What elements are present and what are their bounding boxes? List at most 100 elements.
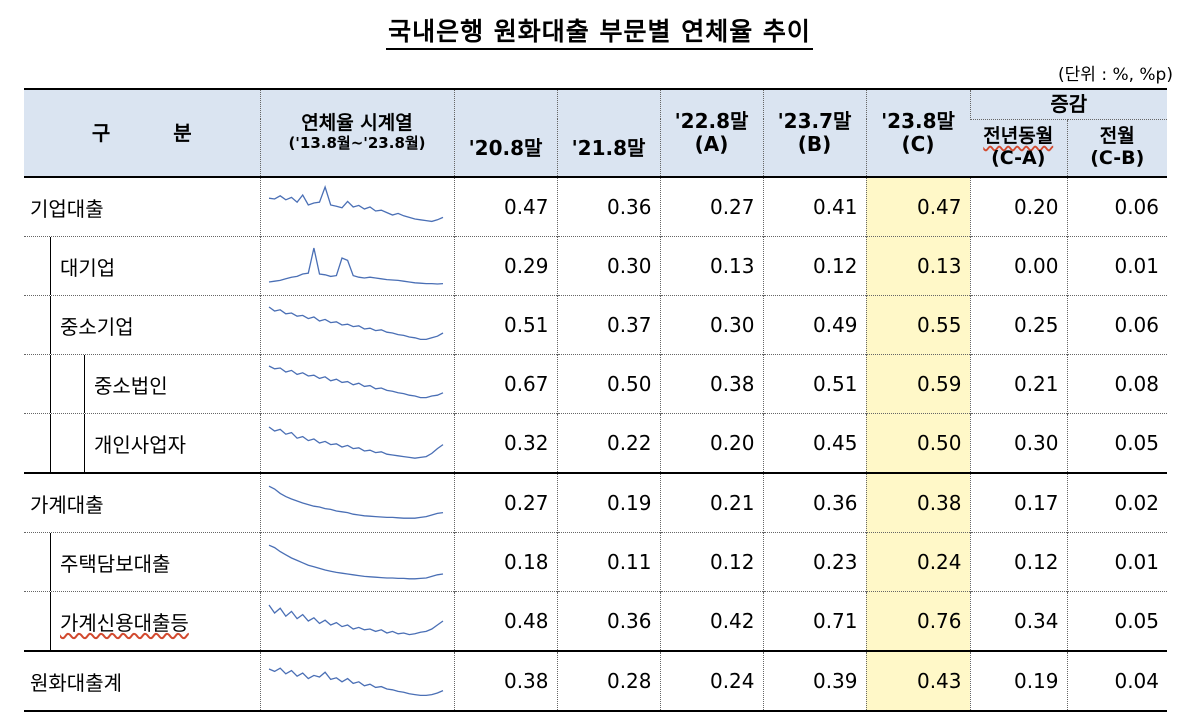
sparkline — [268, 184, 443, 223]
sparkline — [268, 426, 443, 459]
row-label: 개인사업자 — [24, 413, 260, 473]
sparkline-cell — [259, 236, 454, 296]
cell-value: 0.21 — [659, 472, 763, 533]
cell-value: 0.19 — [969, 650, 1067, 712]
cell-value: 0.47 — [865, 177, 970, 237]
cell-value: 0.24 — [865, 532, 970, 592]
sparkline-path — [268, 426, 443, 459]
cell-value: 0.36 — [762, 472, 866, 533]
header-change: 증감 — [969, 88, 1167, 119]
row-label: 가계대출 — [24, 472, 260, 533]
cell-value: 0.37 — [556, 295, 660, 355]
cell-value: 0.27 — [659, 177, 763, 237]
cell-value: 0.28 — [556, 650, 660, 712]
cell-value: 0.04 — [1066, 650, 1167, 712]
cell-value: 0.05 — [1066, 413, 1167, 473]
cell-value: 0.20 — [659, 413, 763, 473]
sparkline — [268, 544, 443, 580]
cell-value: 0.47 — [453, 177, 557, 237]
table-row: 중소기업 0.51 0.37 0.30 0.49 0.55 0.25 0.06 — [24, 295, 1167, 355]
table-row: 주택담보대출 0.18 0.11 0.12 0.23 0.24 0.12 0.01 — [24, 532, 1167, 592]
cell-value: 0.38 — [453, 650, 557, 712]
cell-value: 0.32 — [453, 413, 557, 473]
header-series: 연체율 시계열 ('13.8월~'23.8월) — [259, 88, 454, 178]
sparkline-cell — [259, 650, 454, 712]
cell-value: 0.06 — [1066, 295, 1167, 355]
cell-value: 0.21 — [969, 354, 1067, 414]
cell-value: 0.38 — [865, 472, 970, 533]
table-row: 대기업 0.29 0.30 0.13 0.12 0.13 0.00 0.01 — [24, 236, 1167, 296]
cell-value: 0.25 — [969, 295, 1067, 355]
delinquency-table: 구 분 연체율 시계열 ('13.8월~'23.8월) '20.8말 '21.8… — [24, 88, 1167, 712]
header-change-mom: 전월 (C-B) — [1066, 118, 1167, 178]
sparkline — [268, 247, 443, 285]
cell-value: 0.50 — [556, 354, 660, 414]
cell-value: 0.22 — [556, 413, 660, 473]
sparkline — [268, 365, 443, 399]
row-label: 중소법인 — [24, 354, 260, 414]
cell-value: 0.27 — [453, 472, 557, 533]
cell-value: 0.01 — [1066, 236, 1167, 296]
cell-value: 0.06 — [1066, 177, 1167, 237]
header-col-2: '21.8말 — [556, 88, 660, 178]
header-change-yoy: 전년동월 (C-A) — [970, 118, 1067, 178]
sparkline — [268, 306, 443, 341]
sparkline-cell — [259, 413, 454, 473]
cell-value: 0.36 — [556, 591, 660, 651]
cell-value: 0.00 — [969, 236, 1067, 296]
sparkline-cell — [259, 532, 454, 592]
table-row: 원화대출계 0.38 0.28 0.24 0.39 0.43 0.19 0.04 — [24, 650, 1167, 712]
cell-value: 0.59 — [865, 354, 970, 414]
table-row: 가계대출 0.27 0.19 0.21 0.36 0.38 0.17 0.02 — [24, 472, 1167, 533]
cell-value: 0.67 — [453, 354, 557, 414]
cell-value: 0.50 — [865, 413, 970, 473]
cell-value: 0.76 — [865, 591, 970, 651]
sparkline — [268, 485, 443, 519]
sparkline-cell — [259, 177, 454, 237]
cell-value: 0.12 — [762, 236, 866, 296]
cell-value: 0.39 — [762, 650, 866, 712]
cell-value: 0.38 — [659, 354, 763, 414]
cell-value: 0.43 — [865, 650, 970, 712]
cell-value: 0.18 — [453, 532, 557, 592]
cell-value: 0.30 — [659, 295, 763, 355]
cell-value: 0.55 — [865, 295, 970, 355]
cell-value: 0.19 — [556, 472, 660, 533]
cell-value: 0.20 — [969, 177, 1067, 237]
cell-value: 0.23 — [762, 532, 866, 592]
cell-value: 0.11 — [556, 532, 660, 592]
sparkline-path — [268, 667, 443, 697]
cell-value: 0.24 — [659, 650, 763, 712]
header-col-3: '22.8말 (A) — [659, 88, 763, 178]
table-row: 개인사업자 0.32 0.22 0.20 0.45 0.50 0.30 0.05 — [24, 413, 1167, 473]
sparkline-cell — [259, 591, 454, 651]
cell-value: 0.02 — [1066, 472, 1167, 533]
cell-value: 0.13 — [659, 236, 763, 296]
cell-value: 0.51 — [762, 354, 866, 414]
cell-value: 0.42 — [659, 591, 763, 651]
unit-note: (단위 : %, %p) — [1058, 65, 1173, 85]
sparkline-path — [267, 604, 443, 636]
header-col-1: '20.8말 — [453, 88, 557, 178]
table-body: 기업대출 0.47 0.36 0.27 0.41 0.47 0.20 0.06 대기업 0.29 0… — [24, 177, 1167, 712]
sparkline-path — [268, 485, 443, 519]
sparkline-cell — [259, 354, 454, 414]
cell-value: 0.05 — [1066, 591, 1167, 651]
sparkline-path — [268, 544, 443, 580]
sparkline-cell — [259, 472, 454, 533]
cell-value: 0.71 — [762, 591, 866, 651]
cell-value: 0.49 — [762, 295, 866, 355]
cell-value: 0.01 — [1066, 532, 1167, 592]
sparkline-path — [268, 365, 443, 399]
cell-value: 0.41 — [762, 177, 866, 237]
sparkline-path — [268, 184, 443, 223]
header-col-5: '23.8말 (C) — [865, 88, 970, 178]
cell-value: 0.29 — [453, 236, 557, 296]
header-category: 구 분 — [24, 88, 260, 178]
cell-value: 0.36 — [556, 177, 660, 237]
table-row: 가계신용대출등 0.48 0.36 0.42 0.71 0.76 0.34 0.05 — [24, 591, 1167, 651]
sparkline — [268, 667, 443, 697]
cell-value: 0.12 — [659, 532, 763, 592]
cell-value: 0.08 — [1066, 354, 1167, 414]
sparkline-path — [268, 247, 443, 285]
